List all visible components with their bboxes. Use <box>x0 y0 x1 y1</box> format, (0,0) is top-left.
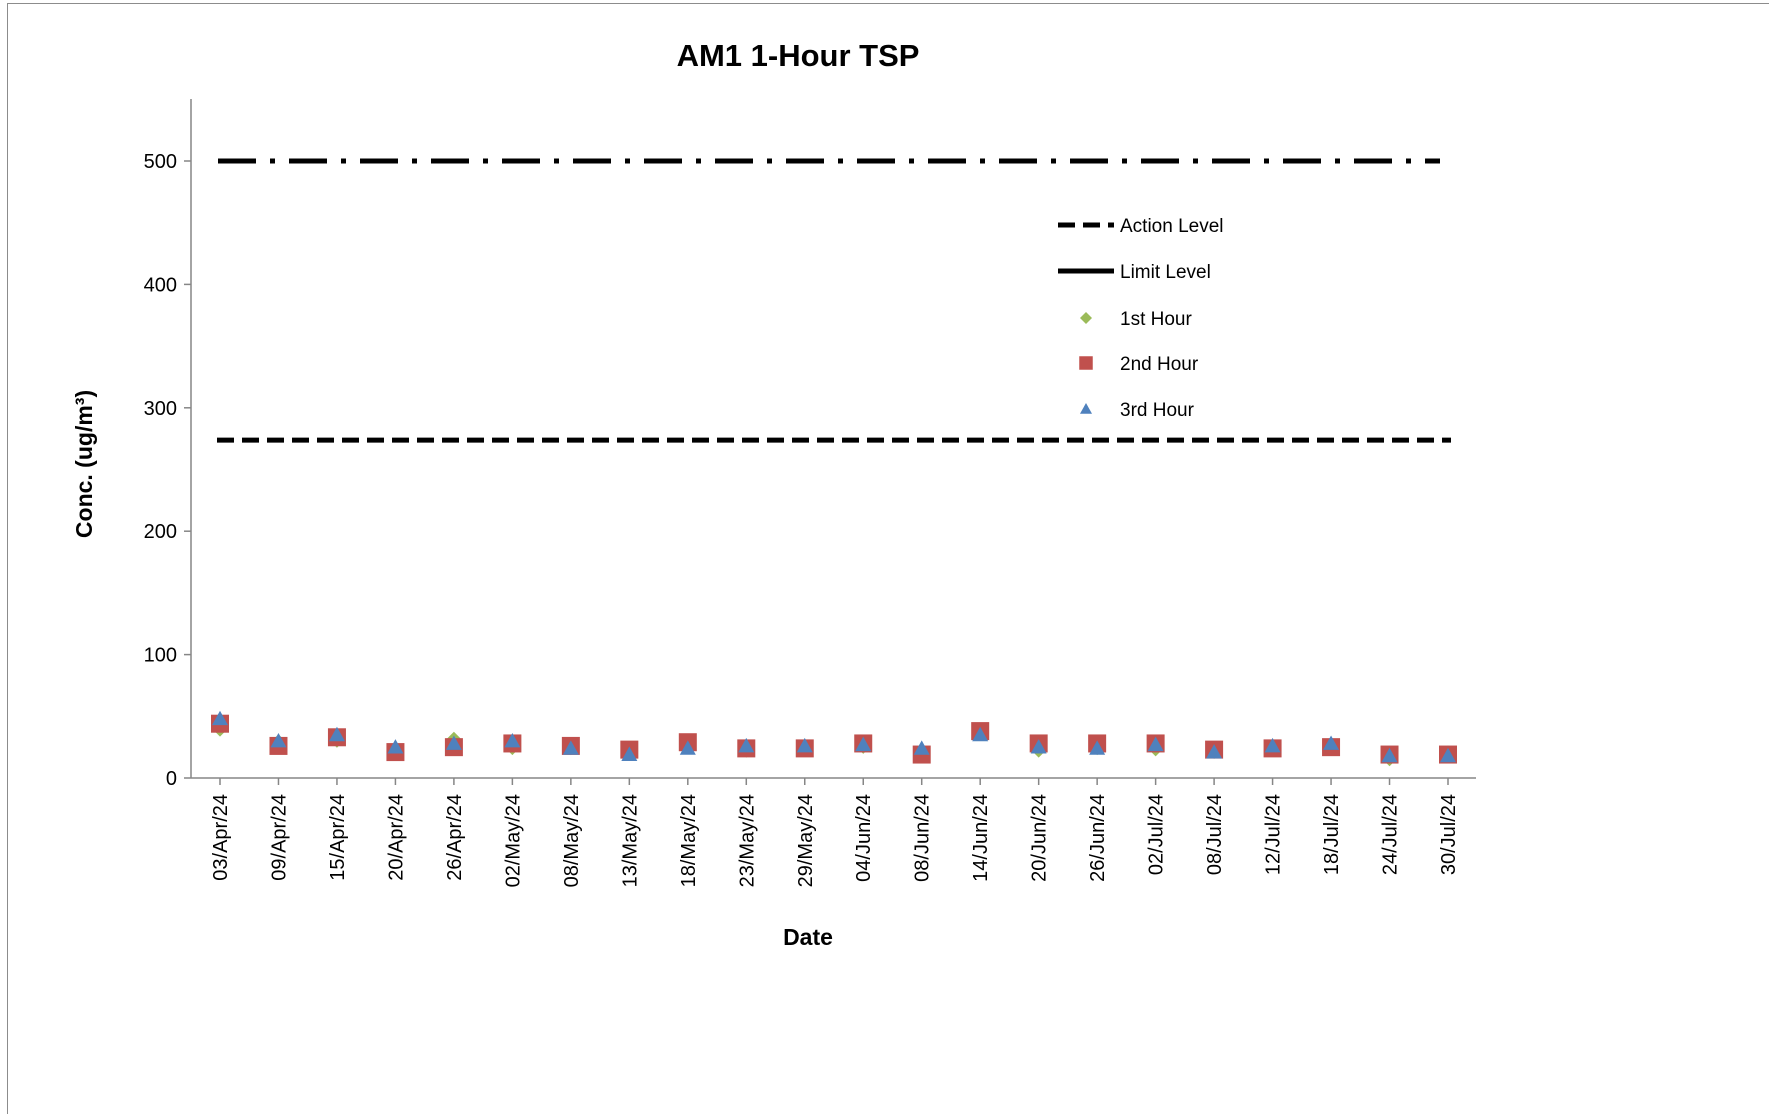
x-tick-label: 08/Jun/24 <box>912 794 934 882</box>
x-tick-label: 03/Apr/24 <box>210 794 232 881</box>
y-tick-label: 200 <box>144 521 177 543</box>
x-tick-label: 26/Jun/24 <box>1087 794 1109 882</box>
x-tick-label: 24/Jul/24 <box>1380 794 1402 875</box>
x-tick-label: 02/Jul/24 <box>1146 794 1168 875</box>
marker-3rd-hour <box>972 726 989 742</box>
marker-3rd-hour <box>1030 739 1047 754</box>
y-axis-title: Conc. (ug/m³) <box>71 390 97 538</box>
marker-3rd-hour <box>913 740 930 755</box>
marker-3rd-hour <box>328 726 345 742</box>
marker-3rd-hour <box>1323 735 1340 750</box>
x-tick-label: 14/Jun/24 <box>970 794 992 882</box>
legend-action-level-label: Action Level <box>1120 216 1224 237</box>
x-tick-label: 08/Jul/24 <box>1204 794 1226 875</box>
marker-3rd-hour <box>679 740 696 755</box>
x-tick-label: 18/Jul/24 <box>1321 794 1343 875</box>
marker-3rd-hour <box>1080 403 1092 414</box>
marker-3rd-hour <box>1206 744 1223 759</box>
marker-3rd-hour <box>1147 736 1164 752</box>
x-tick-label: 09/Apr/24 <box>268 794 290 881</box>
marker-3rd-hour <box>1264 737 1281 753</box>
legend-series-label: 3rd Hour <box>1120 400 1195 421</box>
y-tick-label: 500 <box>144 151 177 173</box>
x-tick-label: 26/Apr/24 <box>444 794 466 881</box>
x-tick-label: 29/May/24 <box>795 794 817 887</box>
marker-3rd-hour <box>738 737 755 753</box>
chart-frame: AM1 1-Hour TSP 0 100 200 300 400 500 03/Apr/24… <box>7 3 1769 1114</box>
chart: AM1 1-Hour TSP 0 100 200 300 400 500 03/Apr/24… <box>71 38 1476 950</box>
marker-3rd-hour <box>445 735 462 750</box>
x-tick-label: 02/May/24 <box>502 794 524 887</box>
y-tick-label: 100 <box>144 645 177 667</box>
x-tick-label: 12/Jul/24 <box>1263 794 1285 875</box>
y-tick-label: 0 <box>166 768 177 790</box>
legend-series-label: 2nd Hour <box>1120 354 1199 375</box>
marker-3rd-hour <box>621 746 638 761</box>
marker-3rd-hour <box>796 737 813 753</box>
marker-3rd-hour <box>855 736 872 752</box>
marker-2nd-hour <box>1079 356 1093 370</box>
marker-3rd-hour <box>212 710 228 726</box>
x-tick-label: 13/May/24 <box>619 794 641 887</box>
legend-limit-level-label: Limit Level <box>1120 262 1211 283</box>
y-tick-label: 400 <box>144 274 177 296</box>
marker-3rd-hour <box>387 739 404 754</box>
y-tick-label: 300 <box>144 398 177 420</box>
x-axis-title: Date <box>783 924 833 950</box>
marker-3rd-hour <box>1381 747 1398 763</box>
x-tick-label: 04/Jun/24 <box>853 794 875 882</box>
legend: Action Level Limit Level 1st Hour 2nd Hour 3… <box>1058 216 1224 421</box>
marker-3rd-hour <box>562 740 579 755</box>
marker-3rd-hour <box>1089 740 1106 755</box>
x-tick-label: 15/Apr/24 <box>327 794 349 881</box>
x-tick-label: 08/May/24 <box>561 794 583 887</box>
chart-title: AM1 1-Hour TSP <box>677 38 920 73</box>
x-tick-label: 18/May/24 <box>678 794 700 887</box>
marker-1st-hour <box>1080 312 1092 324</box>
x-tick-label: 20/Jun/24 <box>1029 794 1051 882</box>
marker-3rd-hour <box>1440 747 1456 763</box>
plot-area: 0 100 200 300 400 500 03/Apr/24 09/Apr/24 15/Apr… <box>144 99 1476 887</box>
x-tick-label: 20/Apr/24 <box>385 794 407 881</box>
marker-3rd-hour <box>270 732 287 748</box>
marker-3rd-hour <box>504 732 521 748</box>
x-tick-label: 23/May/24 <box>736 794 758 887</box>
legend-series-label: 1st Hour <box>1120 309 1192 330</box>
x-tick-label: 30/Jul/24 <box>1438 794 1460 875</box>
